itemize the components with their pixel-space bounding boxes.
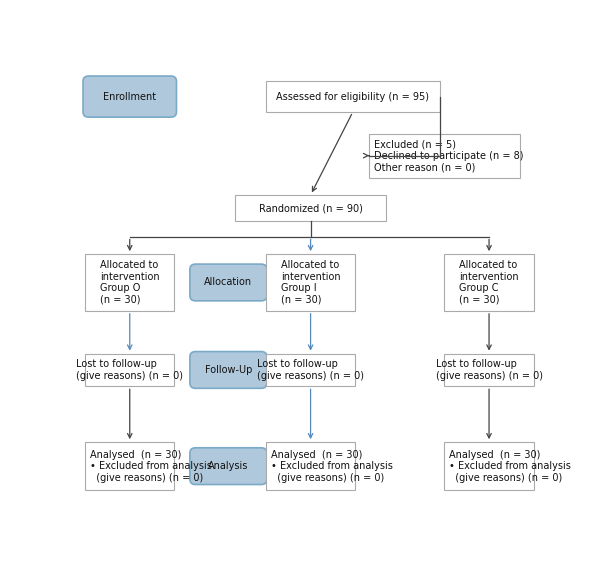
Bar xyxy=(369,134,519,177)
FancyBboxPatch shape xyxy=(190,352,267,389)
Bar xyxy=(444,254,534,311)
FancyBboxPatch shape xyxy=(190,264,267,301)
Bar xyxy=(266,81,440,112)
Text: Enrollment: Enrollment xyxy=(103,91,156,102)
FancyBboxPatch shape xyxy=(83,76,176,117)
Bar xyxy=(266,353,355,386)
Text: Allocated to
intervention
Group C
(n = 30): Allocated to intervention Group C (n = 3… xyxy=(459,260,519,305)
Text: Follow-Up: Follow-Up xyxy=(205,365,252,375)
Bar xyxy=(266,442,355,490)
Text: Randomized (n = 90): Randomized (n = 90) xyxy=(259,203,362,213)
Text: Lost to follow-up
(give reasons) (n = 0): Lost to follow-up (give reasons) (n = 0) xyxy=(436,359,542,381)
Text: Excluded (n = 5)
Declined to participate (n = 8)
Other reason (n = 0): Excluded (n = 5) Declined to participate… xyxy=(374,139,524,172)
Bar xyxy=(235,195,385,221)
Text: Lost to follow-up
(give reasons) (n = 0): Lost to follow-up (give reasons) (n = 0) xyxy=(76,359,183,381)
Bar xyxy=(85,442,175,490)
FancyBboxPatch shape xyxy=(190,448,267,485)
Text: Lost to follow-up
(give reasons) (n = 0): Lost to follow-up (give reasons) (n = 0) xyxy=(257,359,364,381)
Text: Analysed  (n = 30)
• Excluded from analysis
  (give reasons) (n = 0): Analysed (n = 30) • Excluded from analys… xyxy=(271,449,393,483)
Text: Allocated to
intervention
Group I
(n = 30): Allocated to intervention Group I (n = 3… xyxy=(281,260,341,305)
Text: Analysed  (n = 30)
• Excluded from analysis
  (give reasons) (n = 0): Analysed (n = 30) • Excluded from analys… xyxy=(90,449,211,483)
Text: Analysed  (n = 30)
• Excluded from analysis
  (give reasons) (n = 0): Analysed (n = 30) • Excluded from analys… xyxy=(449,449,571,483)
Text: Allocation: Allocation xyxy=(204,277,253,287)
Text: Assessed for eligibility (n = 95): Assessed for eligibility (n = 95) xyxy=(276,91,429,102)
Bar xyxy=(85,254,175,311)
Text: Allocated to
intervention
Group O
(n = 30): Allocated to intervention Group O (n = 3… xyxy=(100,260,159,305)
Text: Analysis: Analysis xyxy=(208,461,248,471)
Bar xyxy=(85,353,175,386)
Bar xyxy=(444,442,534,490)
Bar xyxy=(266,254,355,311)
Bar xyxy=(444,353,534,386)
